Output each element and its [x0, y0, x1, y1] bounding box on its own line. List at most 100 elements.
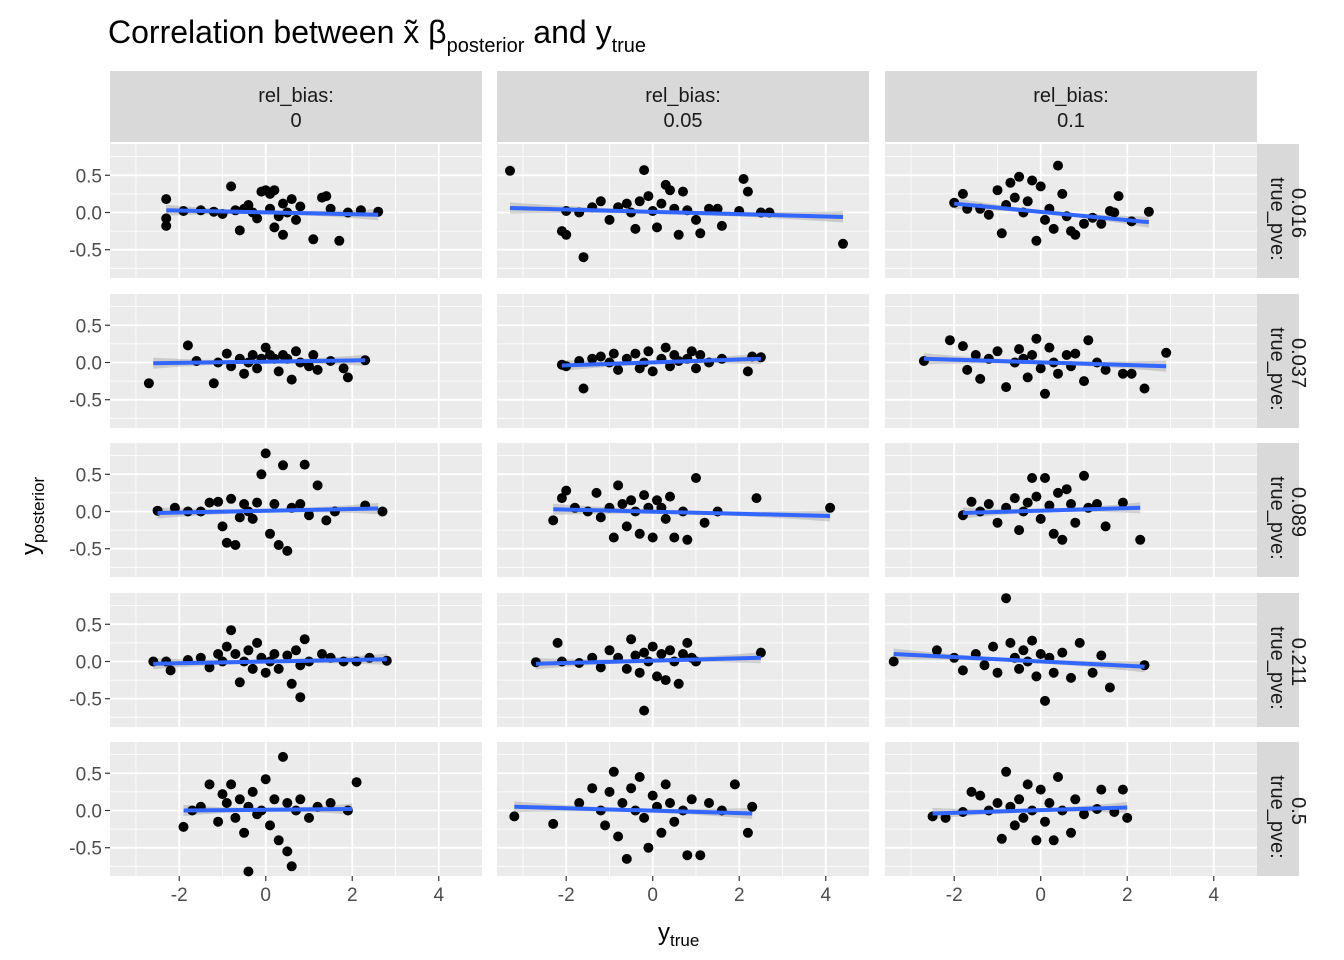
- data-point: [286, 374, 297, 385]
- data-point: [204, 662, 215, 673]
- data-point: [1161, 347, 1172, 358]
- data-point: [1053, 368, 1063, 379]
- x-axis-title: ytrue: [658, 919, 699, 950]
- data-point: [587, 783, 598, 794]
- data-point: [260, 342, 271, 353]
- data-point: [1009, 493, 1020, 504]
- data-point: [1053, 487, 1063, 498]
- facet-panel: [110, 144, 482, 278]
- data-point: [595, 196, 606, 207]
- data-point: [1027, 175, 1038, 186]
- column-strip: [885, 71, 1257, 142]
- x-tick-label: 2: [734, 885, 745, 906]
- data-point: [1096, 650, 1107, 661]
- y-tick-label: 0.0: [76, 203, 102, 224]
- data-point: [742, 186, 753, 197]
- data-point: [1009, 192, 1020, 203]
- data-point: [639, 490, 650, 501]
- y-axis-title-sub: posterior: [29, 477, 48, 543]
- data-point: [957, 665, 968, 676]
- data-point: [252, 213, 263, 224]
- data-point: [1057, 647, 1068, 658]
- data-point: [621, 853, 632, 864]
- data-point: [595, 662, 606, 673]
- data-point: [630, 348, 641, 359]
- data-point: [1027, 473, 1038, 483]
- data-point: [604, 645, 615, 656]
- data-point: [691, 363, 701, 374]
- data-point: [143, 378, 154, 389]
- data-point: [578, 383, 589, 394]
- column-strip-var-label: rel_bias:: [258, 85, 334, 107]
- data-point: [992, 798, 1003, 808]
- data-point: [295, 201, 306, 212]
- data-point: [243, 866, 254, 877]
- data-point: [1014, 663, 1025, 674]
- data-point: [634, 196, 645, 207]
- facet-panel: [497, 294, 869, 428]
- data-point: [673, 229, 684, 240]
- x-axis-title-base: y: [658, 919, 670, 946]
- data-point: [321, 515, 332, 526]
- fit-line: [932, 805, 1128, 816]
- data-point: [1079, 470, 1089, 481]
- row-strip-var-label: true_pve:: [1266, 327, 1288, 410]
- data-point: [647, 366, 658, 377]
- fit-line: [153, 657, 387, 666]
- data-point: [548, 818, 559, 829]
- data-point: [1035, 784, 1046, 795]
- x-tick-label: 0: [260, 885, 271, 906]
- data-point: [226, 493, 237, 504]
- data-point: [273, 366, 284, 377]
- data-point: [1014, 794, 1025, 805]
- data-point: [729, 779, 740, 790]
- data-point: [626, 495, 637, 506]
- data-point: [269, 649, 280, 659]
- data-point: [317, 649, 327, 659]
- data-point: [291, 214, 301, 225]
- y-tick-label: 0.5: [76, 166, 102, 187]
- data-point: [957, 341, 968, 352]
- data-point: [239, 499, 250, 509]
- column-strip-value-label: 0: [290, 110, 301, 132]
- data-point: [634, 772, 645, 782]
- facet-panel: [110, 593, 482, 727]
- chart-title-prefix: Correlation between x̃ β: [108, 14, 447, 50]
- data-point: [226, 181, 237, 192]
- data-point: [291, 645, 301, 656]
- chart-title: Correlation between x̃ βposterior and yt…: [108, 14, 646, 57]
- row-strip-var-label: true_pve:: [1266, 476, 1288, 559]
- data-point: [213, 496, 224, 507]
- data-point: [1083, 335, 1094, 346]
- data-point: [686, 346, 697, 357]
- data-point: [944, 335, 955, 346]
- data-point: [325, 798, 336, 808]
- fit-line: [893, 652, 1145, 669]
- data-point: [243, 645, 254, 656]
- data-point: [217, 521, 228, 532]
- data-point: [509, 811, 520, 822]
- data-point: [652, 222, 662, 233]
- x-tick-label: 0: [647, 885, 658, 906]
- data-point: [269, 794, 280, 805]
- x-tick-label: -2: [558, 885, 575, 906]
- data-point: [1001, 766, 1012, 777]
- data-point: [1122, 812, 1133, 823]
- data-point: [1022, 372, 1033, 383]
- data-point: [1104, 682, 1115, 693]
- data-point: [1117, 497, 1128, 508]
- data-point: [278, 751, 288, 762]
- data-point: [825, 502, 836, 513]
- data-point: [1035, 181, 1046, 192]
- data-point: [1066, 672, 1076, 683]
- data-point: [747, 801, 758, 812]
- data-point: [291, 346, 301, 357]
- data-point: [265, 820, 275, 831]
- data-point: [321, 191, 332, 202]
- data-point: [652, 495, 662, 506]
- row-strip: [1257, 742, 1299, 876]
- y-axis-title: yposterior: [17, 477, 48, 555]
- data-point: [299, 459, 310, 470]
- data-point: [338, 363, 349, 374]
- row-strip: [1257, 443, 1299, 577]
